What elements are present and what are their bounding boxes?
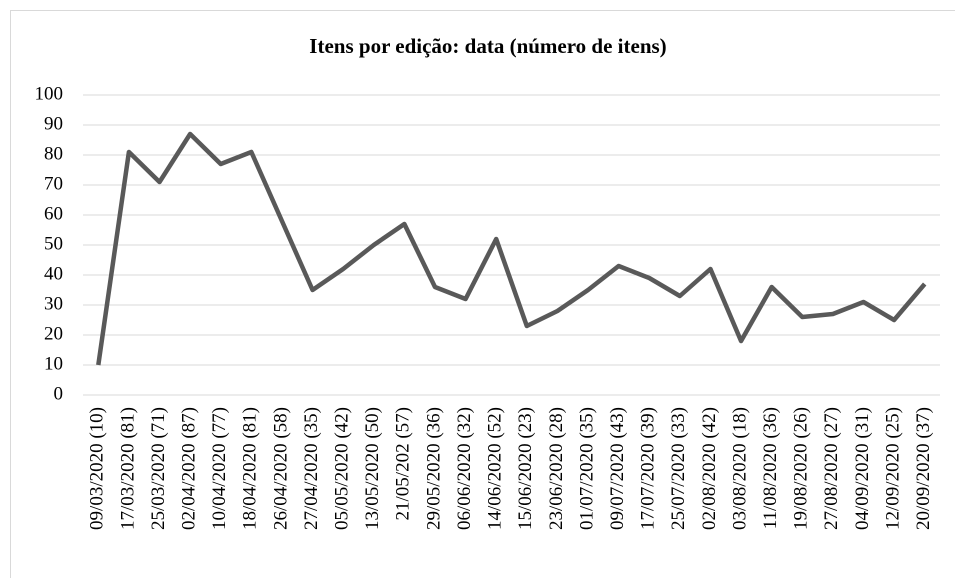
x-tick-label: 12/09/2020 (25) xyxy=(882,407,903,530)
x-tick-label: 03/08/2020 (18) xyxy=(729,407,750,530)
x-tick-label: 20/09/2020 (37) xyxy=(913,407,934,530)
y-tick-label: 100 xyxy=(35,83,64,104)
y-tick-label: 80 xyxy=(44,143,63,164)
x-tick-label: 26/04/2020 (58) xyxy=(270,407,291,530)
y-tick-label: 20 xyxy=(44,323,63,344)
y-tick-label: 0 xyxy=(54,383,64,404)
x-tick-label: 11/08/2020 (36) xyxy=(760,407,781,529)
x-tick-label: 04/09/2020 (31) xyxy=(852,407,873,530)
x-tick-label: 01/07/2020 (35) xyxy=(576,407,597,530)
x-tick-label: 15/06/2020 (23) xyxy=(515,407,536,530)
x-tick-label: 17/03/2020 (81) xyxy=(117,407,138,530)
x-tick-label: 27/04/2020 (35) xyxy=(301,407,322,530)
y-tick-label: 50 xyxy=(44,233,63,254)
x-tick-label: 13/05/2020 (50) xyxy=(362,407,383,530)
x-tick-label: 02/04/2020 (87) xyxy=(178,407,199,530)
y-tick-label: 90 xyxy=(44,113,63,134)
x-tick-label: 02/08/2020 (42) xyxy=(699,407,720,530)
data-line xyxy=(96,131,927,366)
x-tick-label: 21/05/202 (57) xyxy=(393,407,414,520)
x-tick-label: 25/03/2020 (71) xyxy=(148,407,169,530)
x-tick-label: 06/06/2020 (32) xyxy=(454,407,475,530)
x-tick-label: 14/06/2020 (52) xyxy=(485,407,506,530)
y-tick-label: 40 xyxy=(44,263,63,284)
y-tick-label: 10 xyxy=(44,353,63,374)
x-tick-label: 25/07/2020 (33) xyxy=(668,407,689,530)
y-tick-label: 70 xyxy=(44,173,63,194)
x-tick-label: 17/07/2020 (39) xyxy=(638,407,659,530)
y-tick-label: 60 xyxy=(44,203,63,224)
x-tick-label: 19/08/2020 (26) xyxy=(791,407,812,530)
x-tick-label: 23/06/2020 (28) xyxy=(546,407,567,530)
chart-title: Itens por edição: data (número de itens) xyxy=(309,34,666,58)
x-tick-label: 27/08/2020 (27) xyxy=(821,407,842,530)
x-tick-label: 09/03/2020 (10) xyxy=(87,407,108,530)
x-tick-label: 05/05/2020 (42) xyxy=(332,407,353,530)
x-tick-label: 10/04/2020 (77) xyxy=(209,407,230,530)
x-tick-label: 29/05/2020 (36) xyxy=(423,407,444,530)
x-tick-label: 09/07/2020 (43) xyxy=(607,407,628,530)
chart-border xyxy=(10,10,955,578)
y-tick-label: 30 xyxy=(44,293,63,314)
x-tick-label: 18/04/2020 (81) xyxy=(240,407,261,530)
